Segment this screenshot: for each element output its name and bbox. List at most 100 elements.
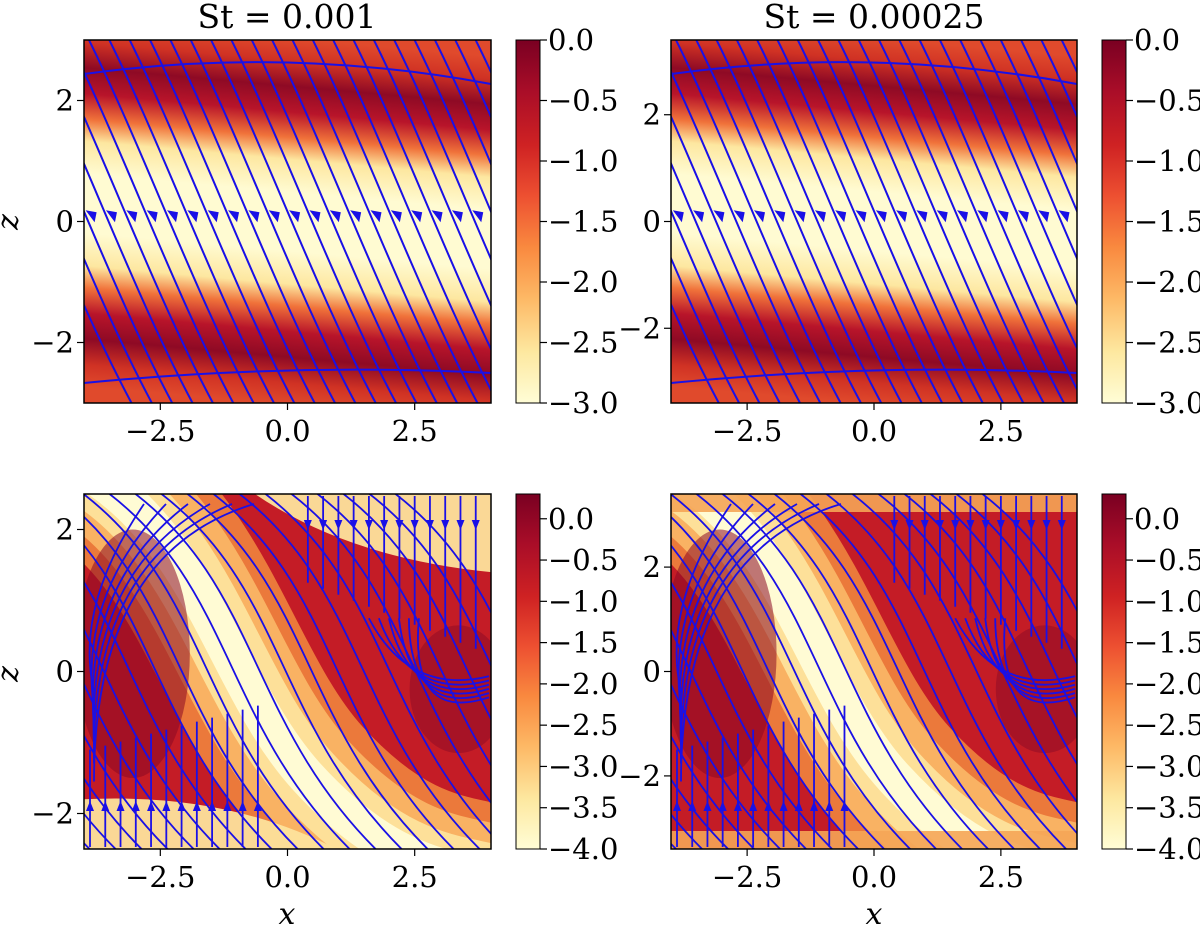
streamlines	[671, 494, 1077, 849]
panel-bottom-left: z x −2.5 0.0 2.5 −2 0 2 0.0 −0.5 −1.0 −1.5 −2.0 −2…	[0, 493, 618, 932]
streamline-arrow	[208, 801, 217, 811]
streamline-arrow	[329, 210, 341, 223]
streamline	[433, 40, 491, 167]
streamline	[263, 494, 491, 835]
colorbar-tick-label: −3.0	[1134, 749, 1200, 783]
streamline	[671, 69, 822, 403]
streamline	[148, 40, 316, 403]
streamline	[108, 40, 276, 403]
streamline-arrow	[131, 801, 140, 811]
streamline-arrow	[855, 210, 867, 223]
colorbar-tick-label: −3.5	[548, 791, 618, 825]
streamline	[796, 40, 964, 403]
streamline-arrow	[1038, 210, 1050, 223]
streamline-arrow	[45, 210, 56, 222]
streamline-arrow	[411, 210, 423, 223]
field-band	[674, 494, 1033, 849]
streamline-arrow	[713, 210, 725, 223]
streamline	[918, 40, 1077, 392]
colorbar	[1101, 493, 1127, 850]
streamline-arrow	[350, 210, 362, 223]
streamline-arrow	[814, 210, 826, 223]
streamline-arrow	[303, 520, 312, 530]
streamline-arrow	[905, 520, 914, 530]
streamline	[671, 368, 1077, 384]
streamline	[84, 114, 215, 403]
x-axis-label: x	[279, 897, 296, 932]
streamline	[84, 580, 248, 849]
streamline	[91, 503, 189, 728]
streamline-arrow	[380, 520, 389, 530]
streamline	[393, 494, 491, 615]
streamline-arrow	[187, 210, 199, 223]
streamline	[454, 40, 491, 120]
colorbar-tick-label: −3.0	[1134, 386, 1200, 420]
y-tick-label: 2	[56, 84, 74, 118]
streamline-arrow	[228, 210, 240, 223]
y-tick-label: −2	[618, 311, 661, 345]
streamline-arrow	[268, 210, 280, 223]
streamline-arrow	[146, 210, 158, 223]
y-axis-label: z	[0, 666, 26, 683]
streamline-arrow	[733, 801, 742, 811]
streamline-arrow	[1057, 520, 1066, 530]
x-tick-label: 0.0	[851, 860, 897, 894]
streamlines	[84, 494, 491, 849]
streamline-arrow	[349, 520, 358, 530]
field-edge-bottom	[671, 831, 1077, 849]
y-tick-label: 2	[643, 550, 661, 584]
streamline-arrow	[471, 520, 480, 530]
panel-bottom-right: x −2.5 0.0 2.5 −2 0 2 0.0 −0.5 −1.0 −1.5 −2.0 −2.5…	[618, 493, 1200, 932]
streamline-arrow	[936, 210, 948, 223]
y-tick-label: 2	[643, 98, 661, 132]
streamline-arrow	[431, 210, 443, 223]
colorbar-tick-label: −3.5	[1134, 791, 1200, 825]
streamline	[211, 494, 456, 849]
streamline	[964, 617, 1076, 686]
streamline	[678, 503, 776, 728]
streamline-arrow	[672, 210, 684, 223]
x-axis-label: x	[866, 897, 883, 932]
colorbar-tick-label: 0.0	[548, 23, 594, 57]
streamline	[133, 494, 378, 849]
streamline-arrow	[162, 801, 171, 811]
streamline	[90, 503, 167, 710]
streamline	[671, 777, 730, 849]
streamline-arrow	[238, 801, 247, 811]
colorbar-tick-label: 0.0	[1134, 23, 1180, 57]
colorbar-tick-label: 0.0	[548, 502, 594, 536]
streamline	[979, 40, 1077, 262]
streamlines	[45, 40, 491, 403]
streamline	[84, 494, 326, 849]
streamline-arrow	[1017, 210, 1029, 223]
colorbar-tick-label: −3.0	[548, 386, 618, 420]
streamline	[378, 617, 490, 686]
colorbar-tick-label: −3.0	[548, 749, 618, 783]
colorbar-tick-label: −1.5	[548, 626, 618, 660]
streamline	[128, 40, 296, 403]
streamline-arrow	[997, 210, 1009, 223]
streamline	[84, 256, 154, 403]
streamline-arrow	[977, 210, 989, 223]
x-tick-label: 0.0	[264, 860, 310, 894]
streamline-arrow	[390, 210, 402, 223]
streamline-arrow	[85, 210, 97, 223]
streamline-arrow	[774, 210, 786, 223]
streamline	[671, 682, 782, 849]
streamline-arrow	[810, 801, 819, 811]
streamline	[824, 494, 1068, 849]
streamline-arrow	[632, 210, 643, 222]
streamline	[311, 40, 479, 403]
streamline	[291, 40, 459, 403]
colorbar-tick-label: −2.5	[1134, 326, 1200, 360]
streamline-arrow	[207, 210, 219, 223]
streamline-arrow	[105, 210, 117, 223]
streamline-arrow	[1042, 520, 1051, 530]
streamline	[289, 494, 491, 805]
streamline-arrow	[309, 210, 321, 223]
streamline-arrow	[703, 801, 712, 811]
streamline-arrow	[364, 520, 373, 530]
x-tick-label: −2.5	[125, 860, 195, 894]
colorbar-tick-label: 0.0	[1134, 502, 1180, 536]
streamline-arrow	[167, 210, 178, 223]
